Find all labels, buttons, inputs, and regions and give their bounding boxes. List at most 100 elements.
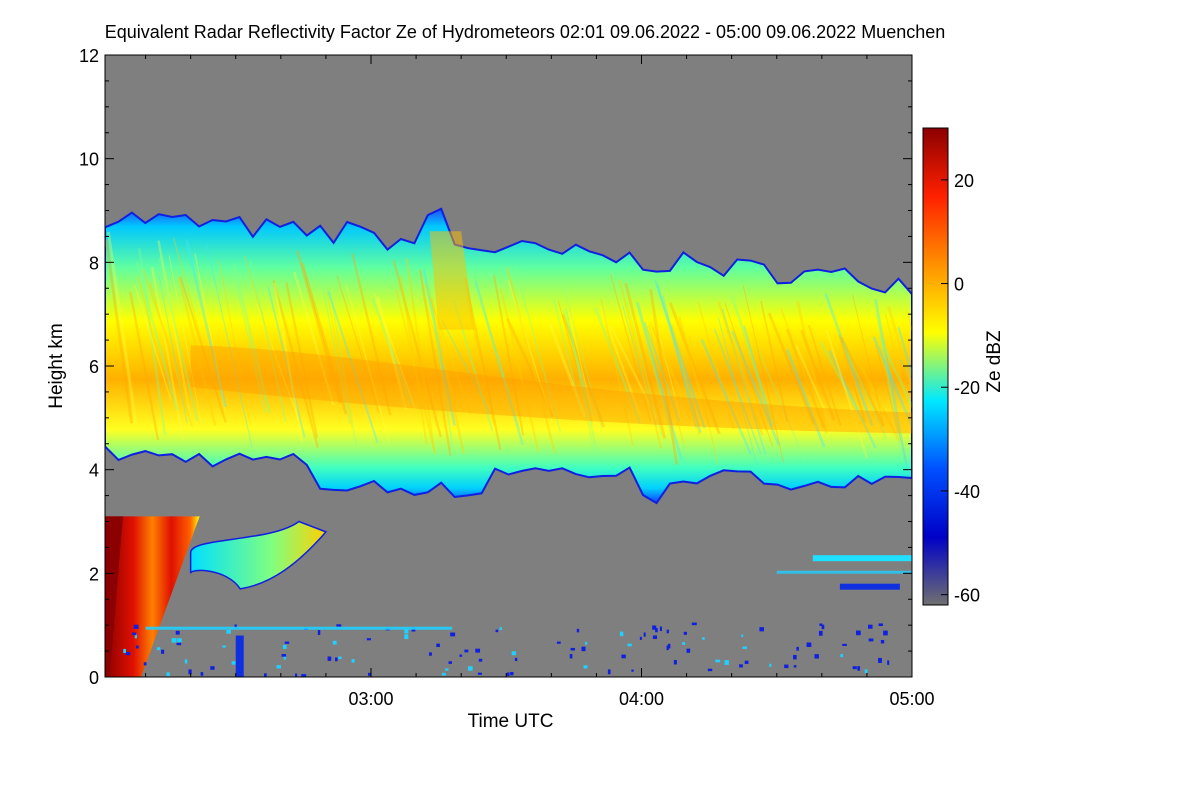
- fall-streak: [564, 308, 598, 452]
- fall-streak: [648, 324, 685, 445]
- fall-streak: [129, 291, 160, 441]
- clutter-speckle: [123, 648, 126, 654]
- fall-streak: [399, 276, 428, 445]
- clutter-speckle: [133, 624, 139, 629]
- clutter-speckle: [125, 651, 131, 656]
- fall-streak: [785, 328, 826, 429]
- fall-streak: [767, 312, 816, 425]
- fall-streak: [654, 279, 706, 429]
- clutter-speckle: [659, 626, 662, 632]
- fall-streak: [320, 280, 351, 425]
- clutter-speckle: [840, 654, 843, 658]
- fall-streak: [507, 279, 554, 424]
- fall-streak: [670, 323, 701, 435]
- clutter-speckle: [175, 630, 180, 635]
- clutter-speckle: [581, 646, 586, 652]
- clutter-speckle: [793, 655, 797, 660]
- clutter-speckle: [134, 634, 137, 639]
- fall-streak: [796, 300, 828, 434]
- fall-streak: [626, 301, 663, 436]
- fall-streak: [700, 338, 752, 455]
- clutter-speckle: [276, 665, 281, 669]
- fall-streak: [422, 269, 456, 426]
- fall-streak: [273, 282, 303, 442]
- fall-streak: [177, 276, 217, 426]
- fall-streak: [138, 248, 167, 436]
- fall-streak: [794, 344, 836, 434]
- clutter-speckle: [336, 624, 342, 627]
- fall-streak: [656, 284, 702, 433]
- clutter-speckle: [842, 643, 847, 646]
- fall-streak: [376, 296, 408, 410]
- fall-streak: [325, 268, 358, 447]
- fall-streak: [756, 346, 806, 462]
- clutter-speckle: [819, 623, 823, 627]
- y-tick-label: 8: [89, 253, 99, 273]
- clutter-speckle: [769, 663, 772, 667]
- clutter-line: [145, 626, 453, 630]
- fall-streak: [825, 329, 869, 459]
- clutter-speckle: [666, 629, 669, 634]
- fall-streak: [561, 313, 606, 428]
- clutter-speckle: [366, 638, 371, 641]
- clutter-speckle: [284, 641, 290, 644]
- fall-streak: [875, 312, 904, 464]
- fall-streak: [842, 342, 888, 440]
- fall-streak: [852, 294, 885, 426]
- fall-streak: [499, 288, 540, 452]
- clutter-speckle: [576, 628, 580, 633]
- fall-streak: [824, 293, 874, 427]
- fall-streak: [649, 289, 679, 465]
- fall-streak: [134, 285, 172, 400]
- fall-streak: [392, 259, 442, 438]
- fall-streak: [651, 327, 692, 421]
- y-tick-label: 10: [79, 150, 99, 170]
- fall-streak: [743, 325, 773, 427]
- low-level-streak: [839, 583, 900, 590]
- clutter-speckle: [868, 638, 874, 642]
- clutter-speckle: [176, 642, 182, 646]
- clutter-column: [235, 635, 244, 677]
- clutter-speckle: [495, 629, 499, 633]
- fall-streak: [610, 274, 652, 422]
- fall-streak: [194, 253, 227, 413]
- clutter-speckle: [739, 664, 743, 668]
- clutter-speckle: [464, 649, 469, 653]
- fall-streak: [249, 260, 287, 422]
- fall-streak: [232, 263, 271, 413]
- clutter-speckle: [184, 659, 188, 664]
- clutter-speckle: [210, 666, 215, 670]
- colorbar-tick-label: -40: [954, 482, 980, 502]
- fall-streak: [562, 282, 603, 429]
- y-tick-label: 12: [79, 46, 99, 66]
- fall-streak: [760, 300, 789, 423]
- mid-level-patch: [189, 520, 328, 590]
- clutter-speckle: [686, 648, 691, 653]
- clutter-speckle: [666, 645, 669, 651]
- fall-streak: [179, 276, 227, 423]
- fall-streak: [295, 249, 342, 404]
- y-tick-label: 6: [89, 357, 99, 377]
- fall-streak: [819, 341, 865, 423]
- clutter-speckle: [171, 638, 177, 643]
- chart-title: Equivalent Radar Reflectivity Factor Ze …: [104, 22, 946, 42]
- clutter-speckle: [667, 643, 671, 649]
- fall-streak: [717, 301, 764, 436]
- clutter-speckle: [506, 672, 510, 676]
- fall-streak: [327, 290, 379, 444]
- fall-streak: [600, 298, 635, 447]
- fall-streak: [599, 306, 641, 415]
- clutter-speckle: [338, 656, 342, 660]
- clutter-speckle: [569, 654, 573, 659]
- fall-streak: [594, 307, 642, 425]
- clutter-speckle: [682, 642, 686, 645]
- clutter-speckle: [856, 630, 861, 636]
- fall-streak: [475, 285, 521, 431]
- fall-streak: [878, 336, 912, 410]
- clutter-speckle: [135, 645, 139, 649]
- fall-streak: [721, 308, 767, 455]
- clutter-speckle: [264, 673, 267, 677]
- fall-streak: [267, 286, 306, 438]
- fall-streak: [624, 282, 667, 439]
- fall-streak: [828, 350, 877, 449]
